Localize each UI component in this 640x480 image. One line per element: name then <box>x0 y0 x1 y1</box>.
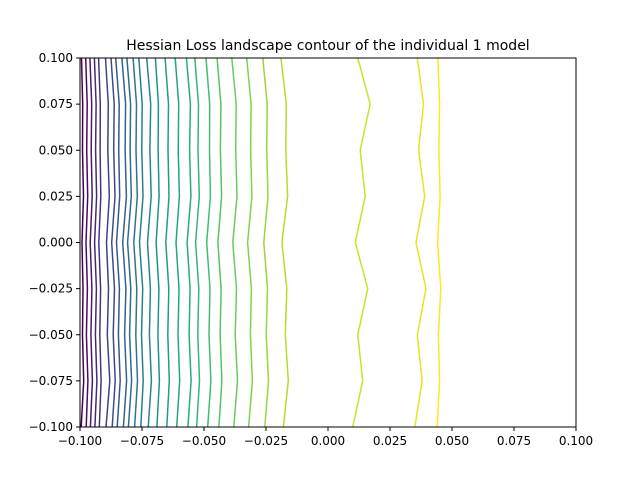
y-tick-label: 0.075 <box>39 97 73 111</box>
contour-level-14 <box>164 57 171 428</box>
contour-level-7 <box>114 57 121 428</box>
contour-level-13 <box>154 57 161 428</box>
contour-level-8 <box>121 57 128 428</box>
contour-level-23 <box>280 57 290 428</box>
y-tick-label: −0.100 <box>29 420 73 434</box>
y-tick-label: 0.100 <box>39 51 73 65</box>
contour-level-19 <box>216 57 223 428</box>
contour-level-24 <box>352 57 371 428</box>
contour-level-16 <box>185 57 192 428</box>
contour-level-4 <box>97 57 102 428</box>
x-tick-label: −0.025 <box>244 434 288 448</box>
chart-title: Hessian Loss landscape contour of the in… <box>126 38 529 54</box>
contour-level-3 <box>93 57 98 428</box>
contour-level-12 <box>145 57 153 428</box>
contour-level-10 <box>132 57 139 428</box>
contour-level-17 <box>194 57 201 428</box>
x-tick-label: −0.075 <box>120 434 164 448</box>
contour-level-11 <box>138 57 144 428</box>
contour-level-2 <box>89 57 94 428</box>
x-axis: −0.100 −0.075 −0.050 −0.025 0.000 0.025 0.050 0… <box>58 427 593 448</box>
x-tick-label: 0.050 <box>435 434 469 448</box>
x-tick-label: 0.075 <box>497 434 531 448</box>
y-tick-label: 0.050 <box>39 143 73 157</box>
x-tick-label: 0.000 <box>311 434 345 448</box>
contour-level-26 <box>436 57 442 428</box>
contour-level-0 <box>80 57 85 428</box>
y-tick-label: −0.025 <box>29 282 73 296</box>
y-tick-label: 0.000 <box>39 236 73 250</box>
contour-lines <box>80 57 442 428</box>
x-tick-label: 0.100 <box>559 434 593 448</box>
x-tick-label: −0.050 <box>182 434 226 448</box>
contour-level-15 <box>174 57 181 428</box>
y-tick-label: −0.075 <box>29 374 73 388</box>
x-tick-label: −0.100 <box>58 434 102 448</box>
y-tick-label: 0.025 <box>39 189 73 203</box>
contour-level-22 <box>262 57 270 428</box>
y-tick-label: −0.050 <box>29 328 73 342</box>
contour-level-1 <box>84 57 89 428</box>
contour-level-21 <box>245 57 254 428</box>
contour-level-5 <box>104 57 111 428</box>
x-tick-label: 0.025 <box>373 434 407 448</box>
contour-level-18 <box>205 57 212 428</box>
contour-level-9 <box>126 57 133 428</box>
contour-level-6 <box>110 57 116 428</box>
y-axis: −0.100 −0.075 −0.050 −0.025 0.000 0.025 0.050 0… <box>29 51 80 434</box>
contour-level-20 <box>231 57 239 428</box>
contour-level-25 <box>414 57 427 428</box>
